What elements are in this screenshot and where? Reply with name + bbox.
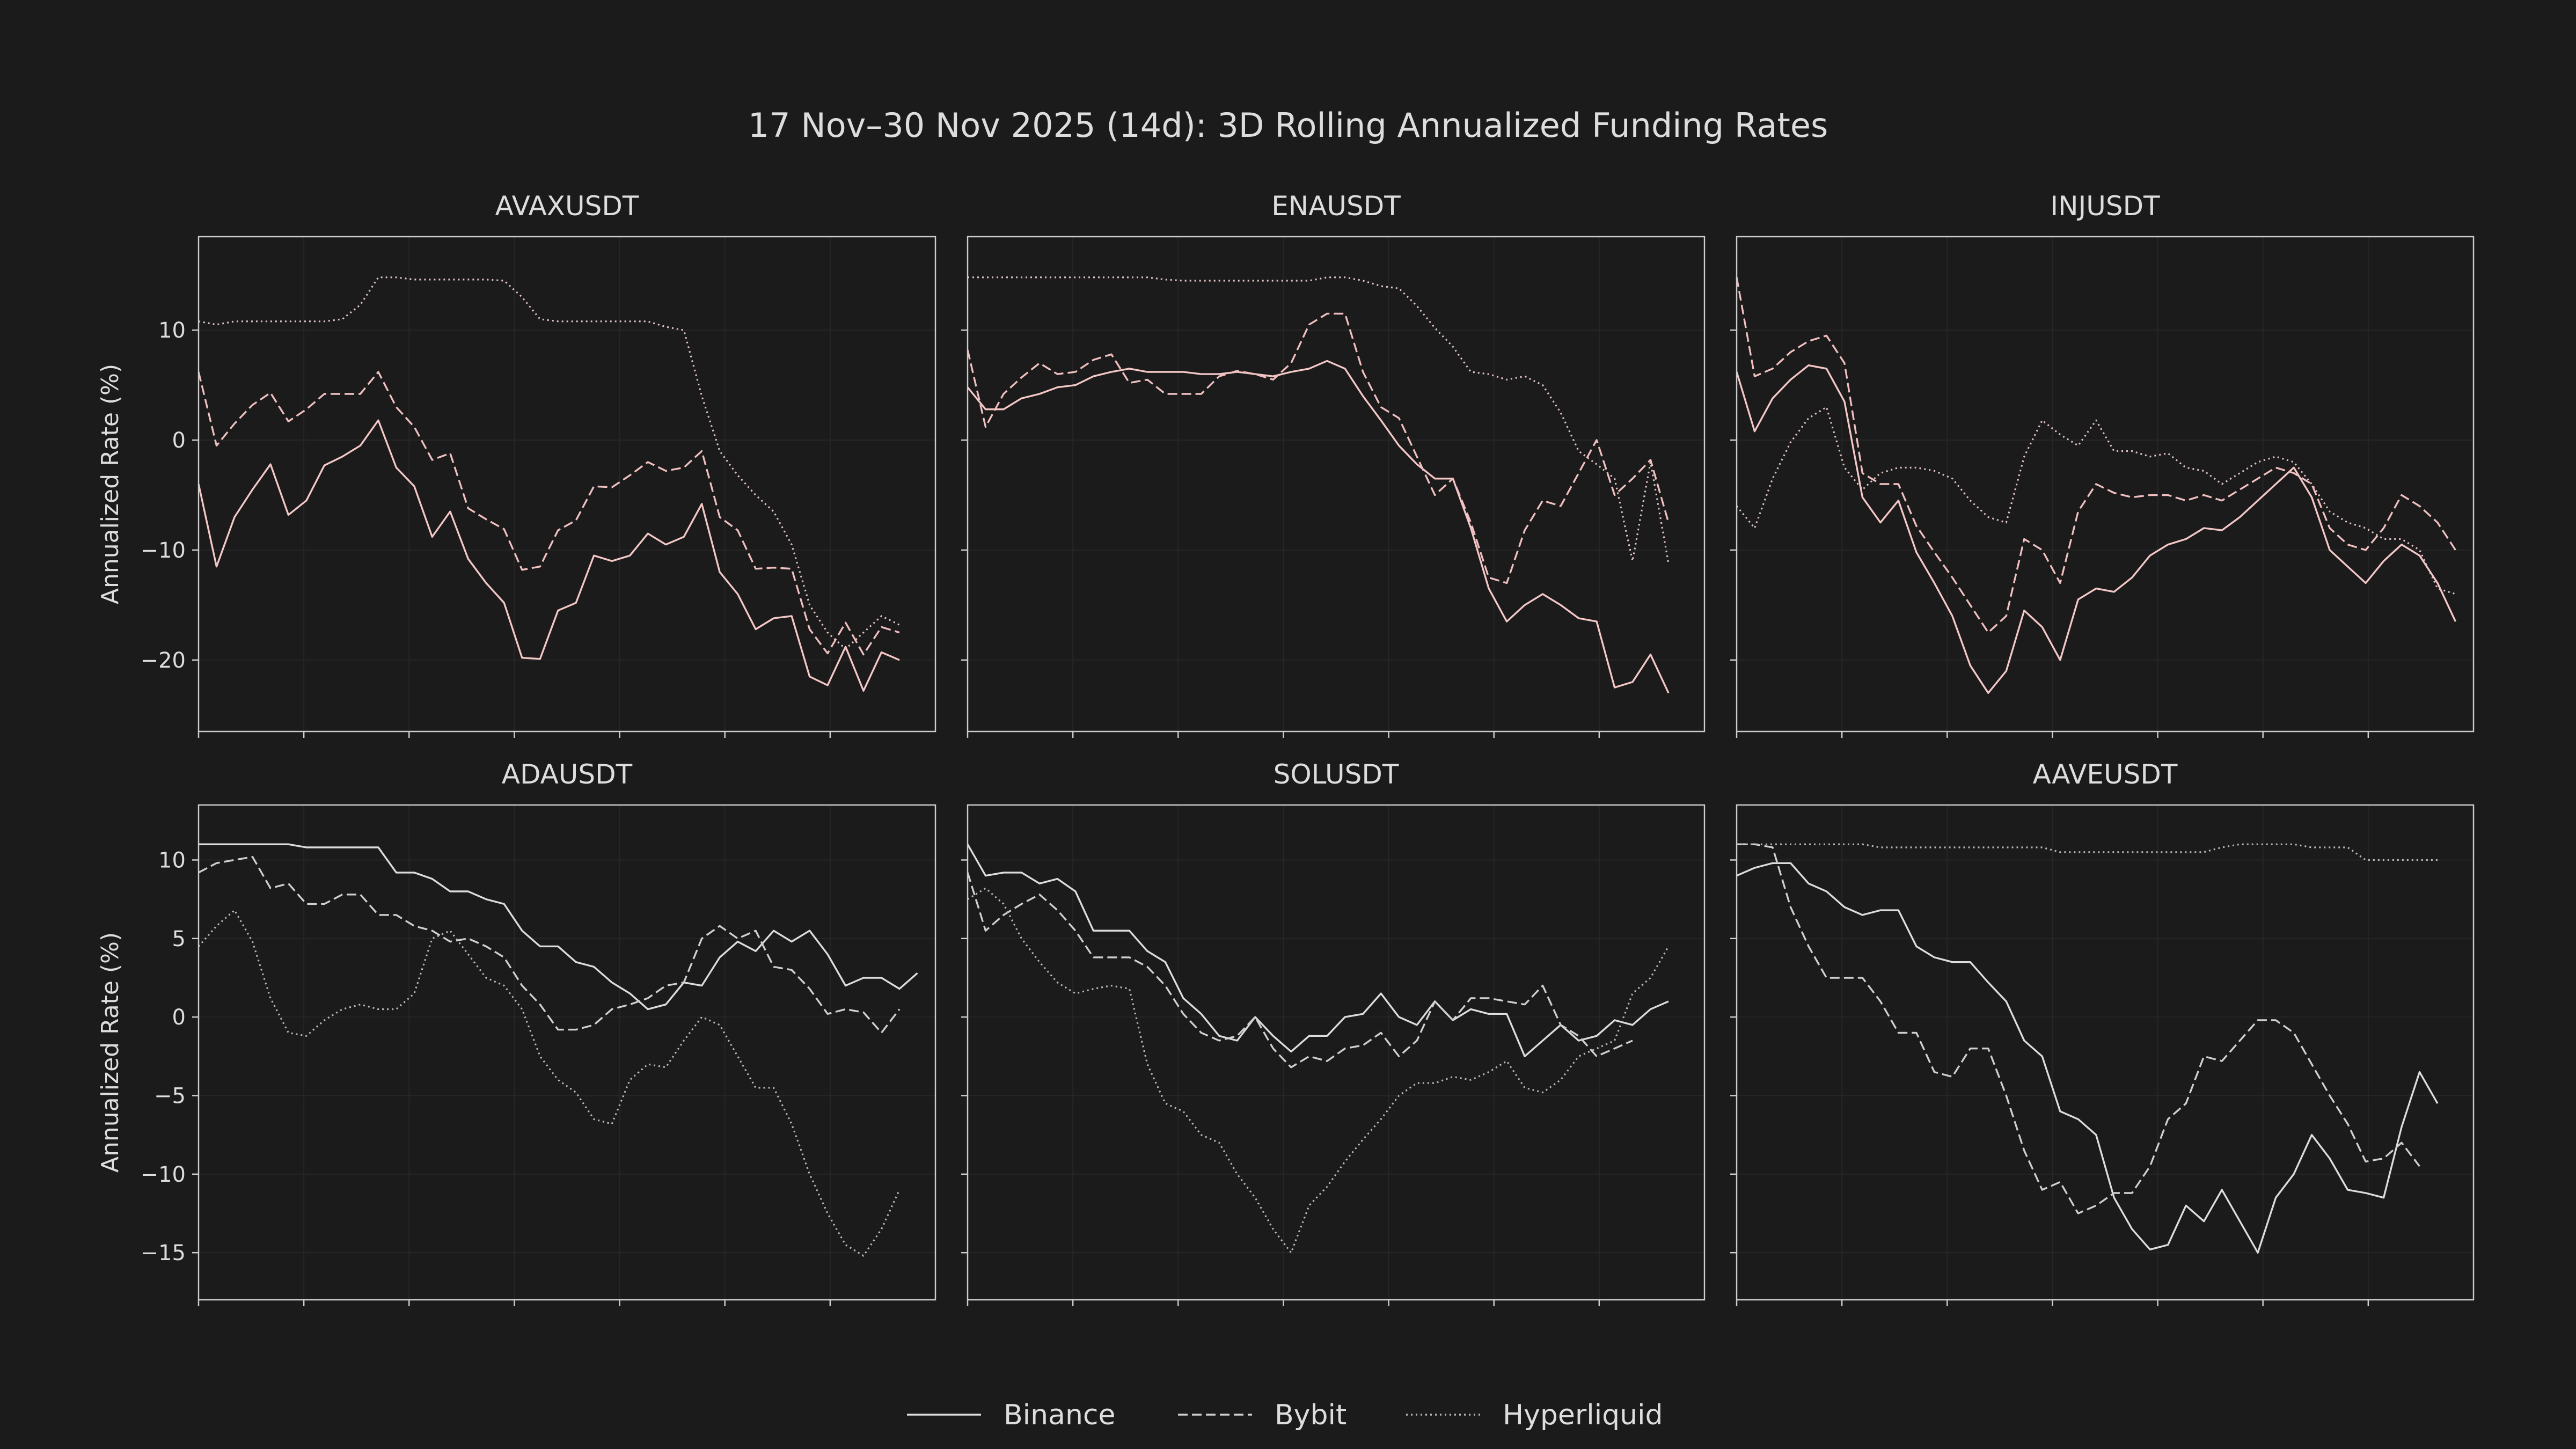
- series-line-binance: [967, 844, 1669, 1058]
- series-line-bybit: [967, 872, 1633, 1069]
- panel-solusdt: SOLUSDT: [961, 759, 1706, 1306]
- series-line-hyperliquid: [197, 909, 901, 1257]
- series-line-bybit: [1736, 277, 2456, 634]
- panel-adausdt: 10 5 0 −5 −10 −15 ADAUSDT: [141, 759, 936, 1306]
- series-line-binance: [199, 843, 918, 1011]
- series-line-binance: [967, 360, 1670, 694]
- panel-aaveusdt: AAVEUSDT: [1730, 759, 2475, 1306]
- panel-title: AAVEUSDT: [2033, 759, 2178, 790]
- series-line-hyperliquid: [1736, 406, 2456, 595]
- series-line-bybit: [1737, 843, 2420, 1214]
- panel-title: ENAUSDT: [1271, 191, 1401, 222]
- axes-frame: [967, 236, 1706, 733]
- y-tick-label: 10: [158, 848, 186, 873]
- legend-label-hyperliquid: Hyperliquid: [1503, 1399, 1663, 1431]
- legend-label-bybit: Bybit: [1275, 1399, 1346, 1431]
- y-tick-label: 0: [172, 1005, 186, 1030]
- y-tick-label: −15: [141, 1241, 186, 1265]
- y-tick-label: −5: [154, 1084, 186, 1108]
- axes-frame: [1736, 236, 2475, 733]
- series-line-binance: [1736, 364, 2457, 694]
- series-line-bybit: [967, 312, 1670, 584]
- legend-label-binance: Binance: [1004, 1399, 1115, 1431]
- ylabel-row-2: Annualized Rate (%): [97, 932, 124, 1173]
- axes-frame: [1736, 804, 2475, 1301]
- y-tick-label: −10: [141, 538, 186, 563]
- y-tick-label: −10: [141, 1162, 186, 1187]
- series-line-hyperliquid: [1737, 843, 2438, 861]
- y-tick-label: −20: [141, 648, 186, 673]
- panel-title: SOLUSDT: [1274, 759, 1399, 790]
- series-line-bybit: [198, 855, 901, 1034]
- series-line-hyperliquid: [198, 276, 900, 650]
- figure-title: 17 Nov–30 Nov 2025 (14d): 3D Rolling Ann…: [748, 106, 1828, 145]
- subplot-grid: Annualized Rate (%) 10 0 −10 −20 AVAXUSDT ENAU…: [97, 191, 2475, 1306]
- legend: Binance Bybit Hyperliquid: [907, 1399, 1663, 1431]
- panel-enausdt: ENAUSDT: [961, 191, 1706, 738]
- series-line-hyperliquid: [968, 276, 1670, 564]
- panel-title: INJUSDT: [2050, 191, 2160, 222]
- panel-avaxusdt: 10 0 −10 −20 AVAXUSDT: [141, 191, 936, 738]
- ylabel-row-1: Annualized Rate (%): [97, 364, 124, 604]
- panel-injusdt: INJUSDT: [1730, 191, 2475, 738]
- panel-title: AVAXUSDT: [495, 191, 639, 222]
- panel-title: ADAUSDT: [502, 759, 633, 790]
- y-tick-label: 5: [172, 927, 186, 952]
- axes-frame: [197, 804, 936, 1301]
- y-tick-label: 0: [172, 428, 186, 453]
- series-line-binance: [197, 419, 900, 692]
- y-tick-label: 10: [158, 318, 186, 343]
- axes-frame: [197, 236, 936, 733]
- series-line-bybit: [197, 371, 900, 656]
- series-line-binance: [1736, 862, 2439, 1254]
- axes-frame: [967, 804, 1706, 1301]
